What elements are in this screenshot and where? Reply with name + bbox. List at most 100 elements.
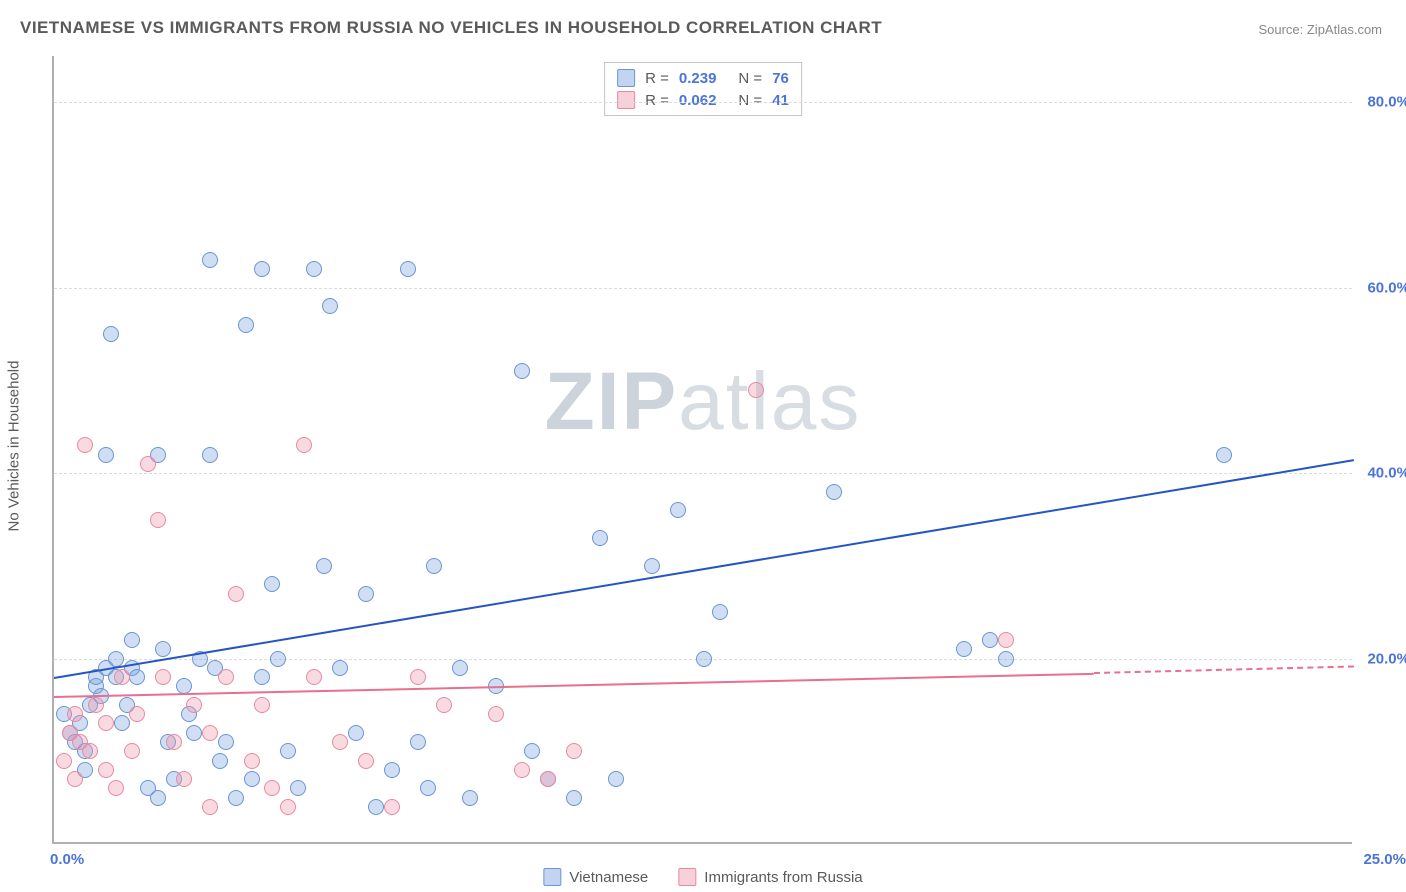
legend-label: Vietnamese [569,869,648,886]
point-vietnamese [129,669,145,685]
point-vietnamese [332,660,348,676]
watermark: ZIPatlas [545,355,862,449]
point-vietnamese [670,502,686,518]
stat-r-value: 0.062 [679,92,717,109]
trend-line-extrapolated [1094,666,1354,674]
trend-line [54,459,1354,679]
stat-n-label: N = [738,70,762,87]
point-russia [98,762,114,778]
point-russia [514,762,530,778]
y-tick-label: 20.0% [1358,650,1406,667]
point-russia [280,799,296,815]
point-vietnamese [1216,447,1232,463]
legend-stat-row: R =0.062N =41 [617,89,789,111]
point-vietnamese [452,660,468,676]
point-vietnamese [244,771,260,787]
legend-item: Vietnamese [543,868,648,886]
stat-r-label: R = [645,92,669,109]
point-vietnamese [316,558,332,574]
y-tick-label: 80.0% [1358,94,1406,111]
point-vietnamese [982,632,998,648]
point-russia [384,799,400,815]
point-vietnamese [228,790,244,806]
point-russia [202,725,218,741]
point-russia [296,437,312,453]
point-russia [306,669,322,685]
point-vietnamese [186,725,202,741]
point-russia [436,697,452,713]
legend-swatch [617,69,635,87]
point-russia [540,771,556,787]
point-russia [186,697,202,713]
watermark-light: atlas [678,356,861,447]
point-vietnamese [202,447,218,463]
point-vietnamese [998,651,1014,667]
point-russia [140,456,156,472]
point-vietnamese [426,558,442,574]
point-russia [129,706,145,722]
point-vietnamese [592,530,608,546]
plot-area: ZIPatlas R =0.239N =76R =0.062N =41 20.0… [52,56,1352,844]
point-russia [77,437,93,453]
point-vietnamese [322,298,338,314]
stat-n-label: N = [738,92,762,109]
point-russia [228,586,244,602]
stat-n-value: 76 [772,70,789,87]
gridline [54,102,1352,103]
point-vietnamese [238,317,254,333]
legend-swatch [617,91,635,109]
point-russia [56,753,72,769]
point-vietnamese [524,743,540,759]
point-vietnamese [348,725,364,741]
point-russia [264,780,280,796]
point-russia [748,382,764,398]
point-russia [114,669,130,685]
point-vietnamese [368,799,384,815]
point-vietnamese [290,780,306,796]
point-vietnamese [254,261,270,277]
point-vietnamese [462,790,478,806]
legend-item: Immigrants from Russia [678,868,862,886]
legend-stats: R =0.239N =76R =0.062N =41 [604,62,802,116]
point-russia [358,753,374,769]
point-vietnamese [202,252,218,268]
point-vietnamese [608,771,624,787]
point-russia [67,706,83,722]
point-vietnamese [124,632,140,648]
y-axis-label: No Vehicles in Household [6,361,23,532]
point-vietnamese [384,762,400,778]
point-vietnamese [254,669,270,685]
point-vietnamese [644,558,660,574]
legend-swatch [543,868,561,886]
x-tick-max: 25.0% [1363,851,1406,868]
point-vietnamese [264,576,280,592]
gridline [54,288,1352,289]
trend-line [54,672,1094,697]
point-russia [488,706,504,722]
point-russia [244,753,260,769]
point-vietnamese [270,651,286,667]
point-vietnamese [108,651,124,667]
stat-r-value: 0.239 [679,70,717,87]
point-vietnamese [956,641,972,657]
point-russia [98,715,114,731]
point-vietnamese [98,447,114,463]
point-russia [254,697,270,713]
point-vietnamese [280,743,296,759]
point-vietnamese [420,780,436,796]
point-vietnamese [218,734,234,750]
point-russia [218,669,234,685]
point-russia [410,669,426,685]
source-label: Source: ZipAtlas.com [1258,22,1382,37]
point-vietnamese [358,586,374,602]
point-russia [108,780,124,796]
watermark-bold: ZIP [545,356,679,447]
point-vietnamese [410,734,426,750]
chart-title: VIETNAMESE VS IMMIGRANTS FROM RUSSIA NO … [20,18,882,38]
point-russia [88,697,104,713]
point-russia [150,512,166,528]
point-russia [566,743,582,759]
stat-r-label: R = [645,70,669,87]
legend-swatch [678,868,696,886]
point-vietnamese [514,363,530,379]
